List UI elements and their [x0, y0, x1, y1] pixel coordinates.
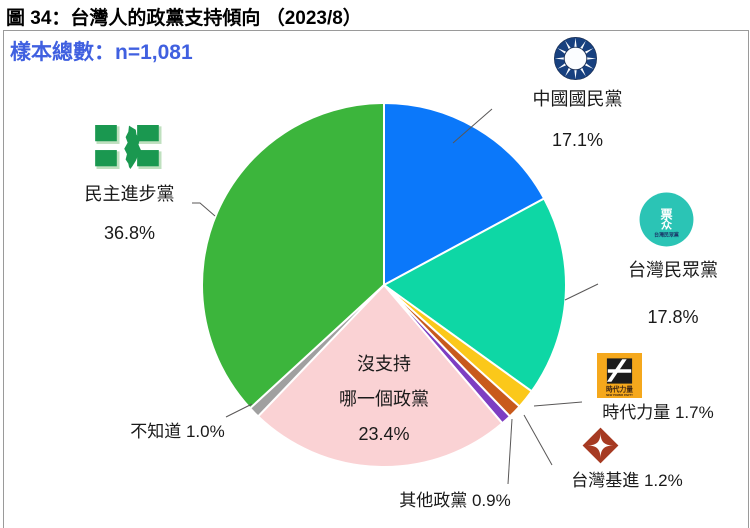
svg-text:众: 众 — [661, 217, 673, 231]
